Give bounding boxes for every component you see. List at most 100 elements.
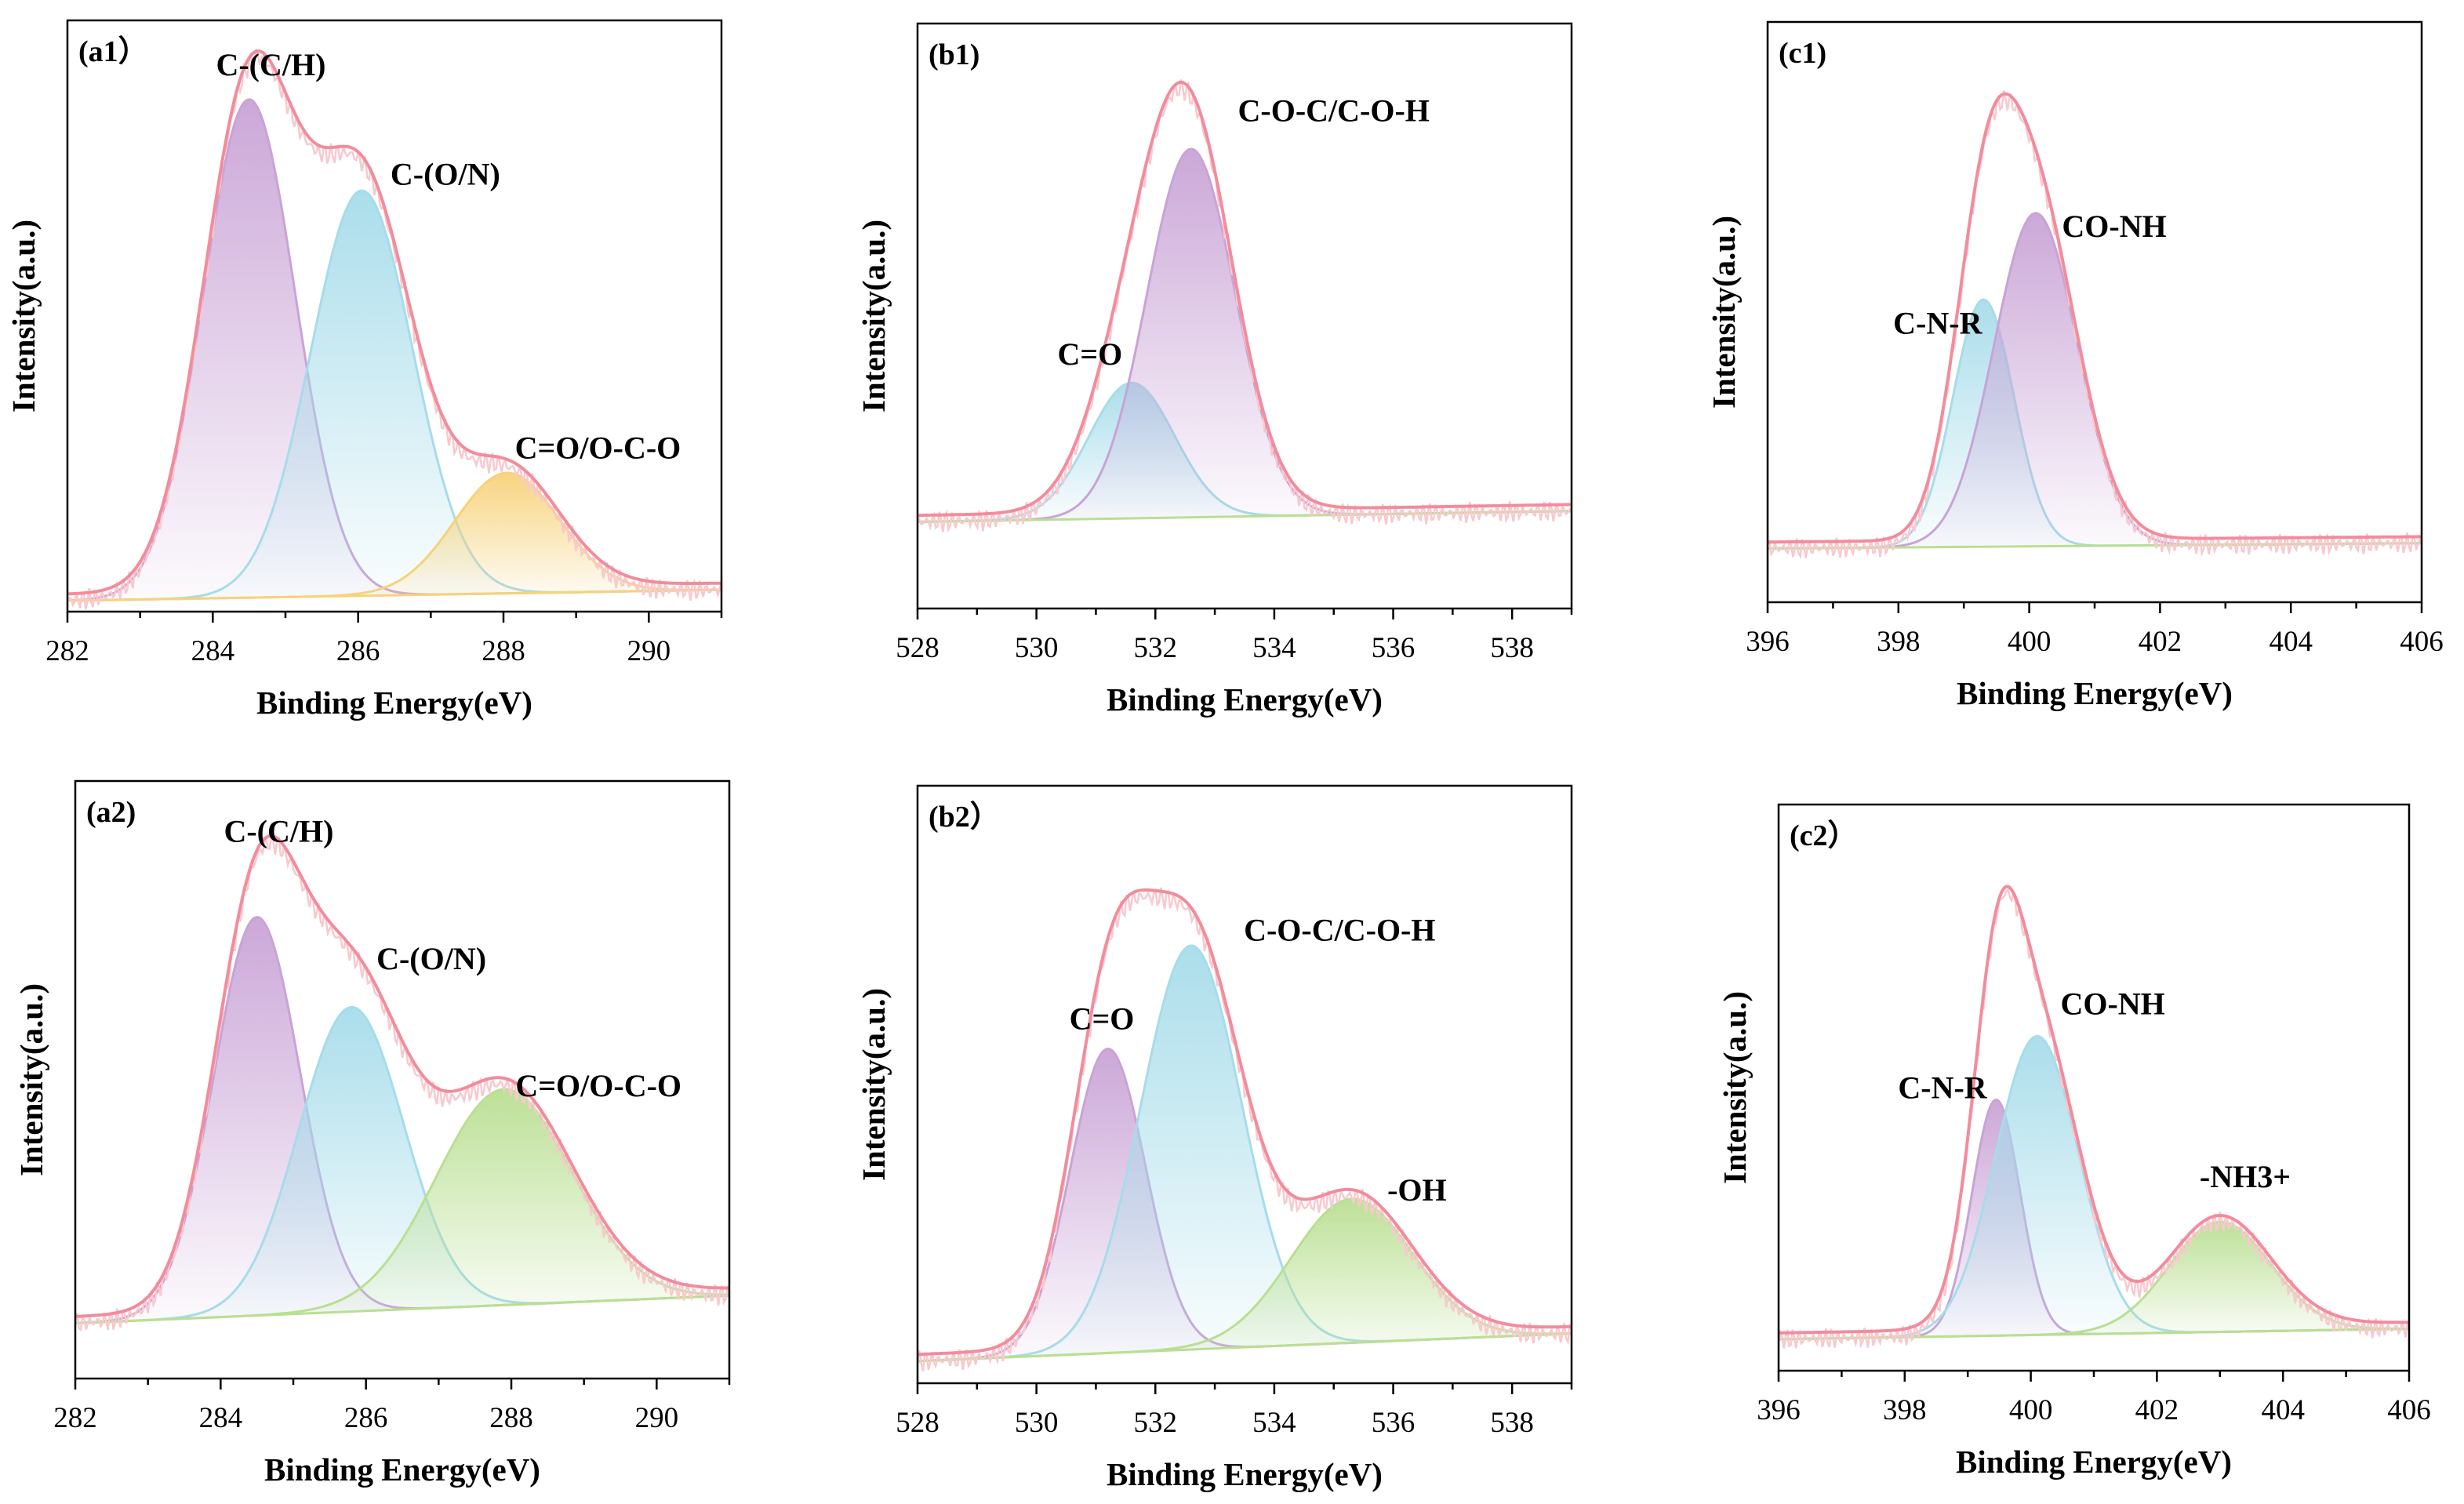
x-axis-label: Binding Energy(eV): [1107, 681, 1383, 717]
envelope-line: [1768, 92, 2422, 544]
x-tick-label: 532: [1134, 1407, 1178, 1439]
envelope-line: [75, 834, 729, 1318]
x-tick-label: 538: [1490, 632, 1534, 664]
y-axis-label: Intensity(a.u.): [5, 220, 42, 412]
panel-3: 396 398 400 402 404 406 Binding Energy(eV) Inte…: [1706, 20, 2444, 711]
peak-fill-oh: [918, 1198, 1572, 1361]
y-axis-label: Intensity(a.u.): [856, 988, 892, 1181]
peak-fill-c-o-n: [67, 191, 721, 601]
peak-label-c-o-n: C-(O/N): [376, 941, 486, 976]
x-tick-label: 406: [2400, 626, 2444, 658]
envelope-line: [1779, 885, 2409, 1335]
x-tick-label: 400: [2008, 626, 2052, 658]
plot-frame: [66, 19, 723, 613]
plot-area: [75, 833, 729, 1332]
y-axis-label: Intensity(a.u.): [1717, 991, 1753, 1184]
x-tick-label: 532: [1134, 632, 1178, 664]
peak-fill-c-o-o-c-o: [67, 473, 721, 601]
panel-label: (c1): [1779, 37, 1826, 70]
peak-fill-c-o-o-c-o: [75, 1089, 729, 1324]
x-tick-label: 534: [1252, 632, 1296, 664]
peak-label-nh3: -NH3+: [2200, 1159, 2291, 1194]
x-tick-label: 286: [344, 1402, 388, 1434]
envelope-line: [918, 80, 1572, 518]
x-tick-label: 530: [1015, 632, 1059, 664]
peak-label-c-c-h: C-(C/H): [216, 47, 325, 82]
peak-fill-c-o-n: [75, 1007, 729, 1324]
plot-area: [1768, 90, 2422, 560]
x-tick-label: 400: [2009, 1394, 2053, 1426]
baseline: [67, 588, 721, 602]
y-axis-label: Intensity(a.u.): [1706, 216, 1742, 409]
plot-frame: [74, 779, 731, 1380]
peak-label-co-nh: CO-NH: [2062, 209, 2166, 244]
raw-data-line: [918, 887, 1572, 1371]
x-tick-label: 404: [2269, 626, 2313, 658]
plot-area: [67, 49, 721, 610]
x-axis-label: Binding Energy(eV): [256, 685, 532, 721]
x-tick-label: 284: [191, 635, 235, 667]
x-tick-label: 290: [635, 1402, 679, 1434]
x-tick-label: 286: [336, 635, 380, 667]
peak-label-c-o: C=O: [1070, 1001, 1135, 1036]
baseline: [1779, 1328, 2409, 1341]
plot-area: [918, 79, 1572, 533]
x-tick-label: 282: [53, 1402, 97, 1434]
x-tick-label: 536: [1372, 632, 1416, 664]
peak-fill-co-nh: [1768, 213, 2422, 549]
peak-fill-c-c-h: [75, 917, 729, 1324]
x-tick-label: 406: [2387, 1394, 2431, 1426]
x-tick-label: 290: [627, 635, 671, 667]
peak-label-c-c-h: C-(C/H): [224, 814, 333, 849]
plot-area: [1779, 885, 2409, 1349]
envelope-line: [67, 49, 721, 596]
panel-label: (b1): [929, 38, 979, 71]
peak-fill-nh3: [1779, 1222, 2409, 1339]
peak-label-c-o-c-c-o-h: C-O-C/C-O-H: [1238, 93, 1430, 128]
x-tick-label: 528: [896, 632, 939, 664]
panel-1: 282 284 286 288 290 Binding Energy(eV) Intensi…: [5, 19, 723, 721]
panel-label: (a2): [86, 796, 136, 829]
panel-5: 528 530 532 534 536 538 Binding Energy(eV) Inte…: [856, 784, 1573, 1492]
peak-fill-c-o: [918, 1048, 1572, 1361]
peak-fill-c-o: [918, 383, 1572, 522]
x-tick-label: 288: [482, 635, 525, 667]
x-tick-label: 536: [1372, 1407, 1416, 1439]
panel-label: (a1）: [78, 35, 148, 68]
x-axis-label: Binding Energy(eV): [1107, 1456, 1383, 1492]
peak-label-c-o-o-c-o: C=O/O-C-O: [515, 430, 681, 466]
plot-frame: [916, 784, 1573, 1385]
x-tick-label: 396: [1757, 1394, 1801, 1426]
x-axis-label: Binding Energy(eV): [1957, 675, 2233, 711]
peak-label-c-o-c-c-o-h: C-O-C/C-O-H: [1244, 913, 1435, 948]
panel-6: 396 398 400 402 404 406 Binding Energy(eV) Inte…: [1717, 803, 2431, 1480]
peak-label-oh: -OH: [1387, 1172, 1447, 1208]
x-tick-label: 282: [45, 635, 89, 667]
panel-label: (c2）: [1790, 819, 1858, 852]
x-tick-label: 402: [2135, 1394, 2179, 1426]
y-axis-label: Intensity(a.u.): [856, 220, 892, 412]
raw-data-line: [1768, 90, 2422, 560]
x-tick-label: 398: [1883, 1394, 1927, 1426]
x-tick-label: 288: [489, 1402, 533, 1434]
peak-label-c-n-r: C-N-R: [1893, 305, 1982, 340]
x-tick-label: 284: [199, 1402, 243, 1434]
plot-frame: [916, 22, 1573, 610]
peak-fill-c-o-c-c-o-h: [918, 149, 1572, 522]
peak-label-c-o: C=O: [1057, 336, 1122, 372]
peak-fill-c-o-c-c-o-h: [918, 946, 1572, 1361]
baseline: [918, 1332, 1572, 1363]
x-tick-label: 402: [2139, 626, 2182, 658]
baseline: [75, 1294, 729, 1324]
peak-fill-c-c-h: [67, 99, 721, 601]
plot-area: [918, 887, 1572, 1371]
x-tick-label: 396: [1746, 626, 1790, 658]
x-tick-label: 404: [2261, 1394, 2305, 1426]
peak-label-c-n-r: C-N-R: [1898, 1070, 1987, 1105]
x-tick-label: 398: [1877, 626, 1921, 658]
peak-label-c-o-n: C-(O/N): [391, 156, 500, 191]
x-tick-label: 538: [1490, 1407, 1534, 1439]
x-tick-label: 530: [1015, 1407, 1059, 1439]
x-tick-label: 534: [1252, 1407, 1296, 1439]
